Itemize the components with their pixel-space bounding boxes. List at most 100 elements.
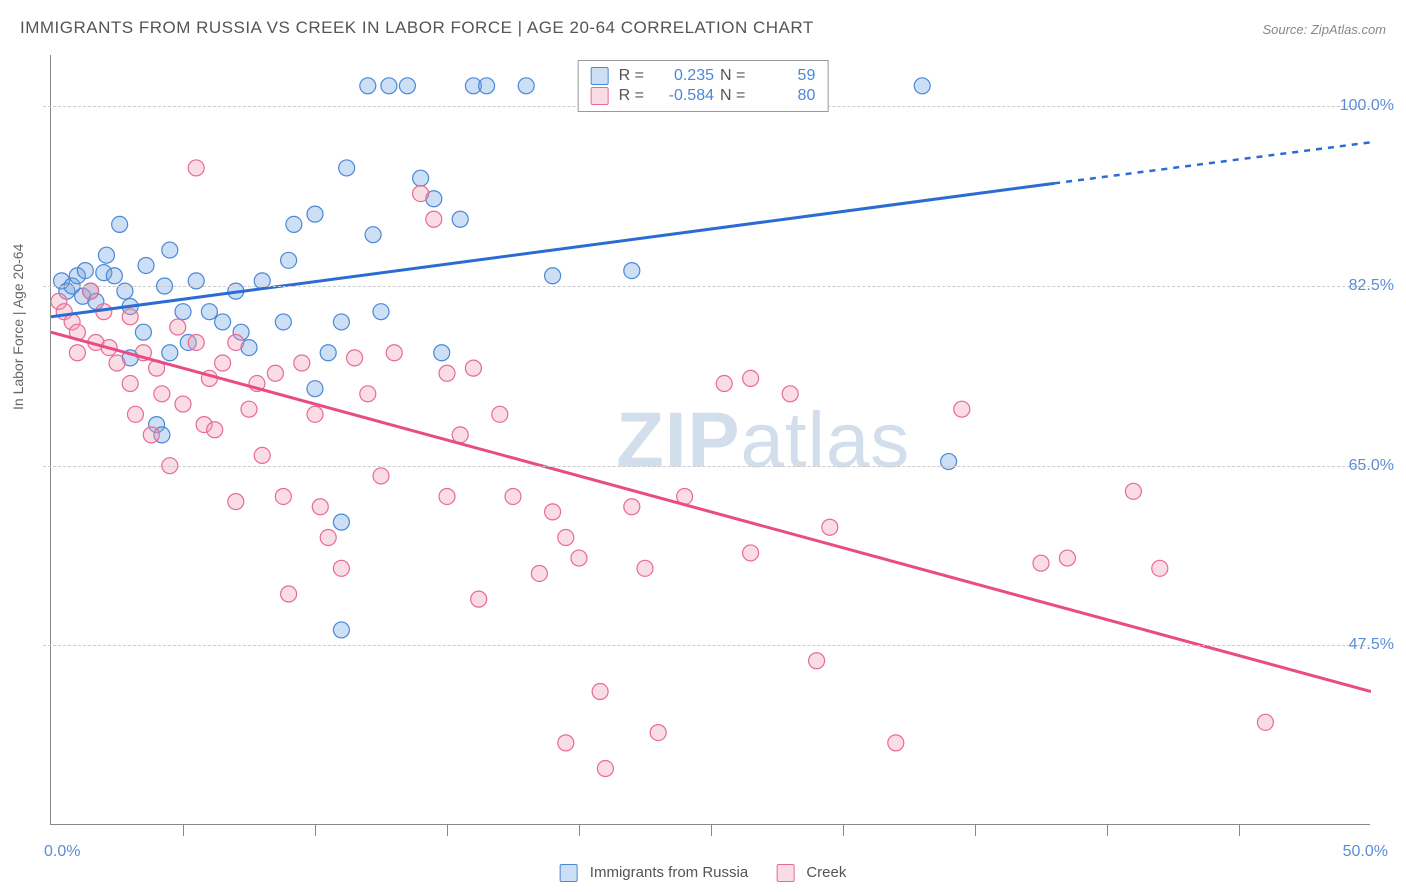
scatter-point (112, 216, 128, 232)
scatter-point (281, 586, 297, 602)
scatter-point (439, 365, 455, 381)
y-axis-label: In Labor Force | Age 20-64 (10, 244, 26, 410)
scatter-point (207, 422, 223, 438)
scatter-point (545, 268, 561, 284)
scatter-point (294, 355, 310, 371)
scatter-svg (51, 55, 1371, 825)
legend-item-b: Creek (776, 864, 846, 882)
scatter-point (360, 78, 376, 94)
scatter-point (254, 447, 270, 463)
scatter-point (941, 454, 957, 470)
scatter-point (465, 360, 481, 376)
scatter-point (571, 550, 587, 566)
scatter-point (241, 401, 257, 417)
scatter-point (320, 345, 336, 361)
scatter-point (122, 309, 138, 325)
legend-label-b: Creek (806, 864, 846, 881)
scatter-point (360, 386, 376, 402)
scatter-point (386, 345, 402, 361)
scatter-point (228, 494, 244, 510)
scatter-point (339, 160, 355, 176)
x-axis-max-label: 50.0% (1343, 843, 1388, 861)
regression-line-russia-dashed (1054, 142, 1371, 183)
scatter-point (592, 684, 608, 700)
y-tick-label: 100.0% (1340, 97, 1394, 115)
gridline (43, 286, 1370, 287)
y-tick-label: 82.5% (1349, 277, 1394, 295)
stat-n-value-a: 59 (751, 67, 815, 85)
scatter-point (413, 170, 429, 186)
scatter-point (333, 314, 349, 330)
scatter-point (228, 334, 244, 350)
scatter-point (98, 247, 114, 263)
y-tick-label: 65.0% (1349, 457, 1394, 475)
scatter-point (373, 468, 389, 484)
scatter-point (531, 565, 547, 581)
scatter-point (333, 514, 349, 530)
stat-r-label: R = (619, 87, 644, 105)
scatter-point (452, 427, 468, 443)
scatter-point (558, 735, 574, 751)
scatter-point (373, 304, 389, 320)
legend-swatch-b (776, 864, 794, 882)
scatter-point (545, 504, 561, 520)
scatter-point (1033, 555, 1049, 571)
plot-area: ZIPatlas (50, 55, 1370, 825)
stat-r-label: R = (619, 67, 644, 85)
scatter-point (122, 376, 138, 392)
scatter-point (809, 653, 825, 669)
scatter-point (558, 530, 574, 546)
scatter-point (175, 304, 191, 320)
x-tick (315, 824, 316, 836)
x-tick (183, 824, 184, 836)
stat-n-label: N = (720, 67, 745, 85)
scatter-point (1125, 483, 1141, 499)
scatter-point (888, 735, 904, 751)
stats-swatch-b (591, 87, 609, 105)
scatter-point (175, 396, 191, 412)
scatter-point (637, 560, 653, 576)
scatter-point (333, 622, 349, 638)
scatter-point (188, 160, 204, 176)
scatter-point (716, 376, 732, 392)
scatter-point (624, 263, 640, 279)
x-tick (1239, 824, 1240, 836)
scatter-point (267, 365, 283, 381)
scatter-point (154, 386, 170, 402)
scatter-point (381, 78, 397, 94)
gridline (43, 466, 1370, 467)
x-tick (711, 824, 712, 836)
scatter-point (286, 216, 302, 232)
scatter-point (333, 560, 349, 576)
scatter-point (954, 401, 970, 417)
x-tick (579, 824, 580, 836)
legend-swatch-a (560, 864, 578, 882)
stats-swatch-a (591, 67, 609, 85)
legend-item-a: Immigrants from Russia (560, 864, 749, 882)
scatter-point (650, 725, 666, 741)
scatter-point (743, 370, 759, 386)
scatter-point (1059, 550, 1075, 566)
scatter-point (399, 78, 415, 94)
scatter-point (743, 545, 759, 561)
scatter-point (597, 761, 613, 777)
scatter-point (471, 591, 487, 607)
stat-r-value-a: 0.235 (650, 67, 714, 85)
scatter-point (434, 345, 450, 361)
scatter-point (215, 355, 231, 371)
x-axis-min-label: 0.0% (44, 843, 80, 861)
x-tick (975, 824, 976, 836)
scatter-point (188, 334, 204, 350)
y-tick-label: 47.5% (1349, 636, 1394, 654)
scatter-point (492, 406, 508, 422)
scatter-point (201, 304, 217, 320)
scatter-point (215, 314, 231, 330)
scatter-point (307, 406, 323, 422)
scatter-point (162, 345, 178, 361)
regression-line-creek (51, 332, 1371, 691)
source-attribution: Source: ZipAtlas.com (1262, 22, 1386, 37)
scatter-point (452, 211, 468, 227)
stats-row-series-a: R = 0.235 N = 59 (591, 66, 816, 86)
legend: Immigrants from Russia Creek (560, 864, 847, 882)
scatter-point (69, 345, 85, 361)
